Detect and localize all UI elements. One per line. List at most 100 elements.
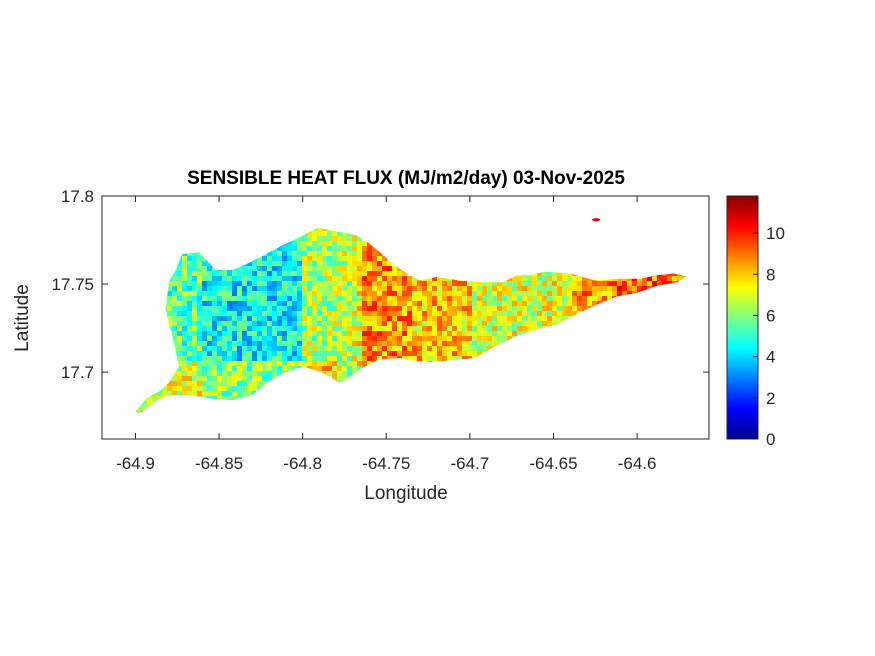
heat-cell: [237, 356, 243, 362]
heat-cell: [297, 256, 303, 262]
heat-cell: [312, 281, 318, 287]
heat-cell: [567, 296, 573, 302]
heat-cell: [512, 311, 518, 317]
heat-cell: [357, 326, 363, 332]
heat-cell: [372, 356, 378, 362]
heat-cell: [212, 396, 218, 402]
heat-cell: [272, 331, 278, 337]
heat-cell: [197, 351, 203, 357]
heat-cell: [402, 281, 408, 287]
heat-cell: [442, 351, 448, 357]
heat-cell: [252, 351, 258, 357]
heat-cell: [497, 341, 503, 347]
heat-cell: [252, 261, 258, 267]
heat-cell: [512, 326, 518, 332]
heat-cell: [312, 227, 318, 232]
heat-cell: [297, 251, 303, 257]
heat-cell: [362, 241, 368, 247]
heat-cell: [232, 386, 238, 392]
heat-cell: [392, 341, 398, 347]
heat-cell: [362, 336, 368, 342]
heat-cell: [302, 251, 308, 257]
heat-cell: [297, 261, 303, 267]
heat-cell: [167, 311, 173, 317]
heat-cell: [417, 311, 423, 317]
heat-cell: [402, 346, 408, 352]
heat-cell: [367, 271, 373, 277]
heat-cell: [292, 306, 298, 312]
heat-cell: [352, 286, 358, 292]
heat-cell: [527, 296, 533, 302]
heat-cell: [282, 266, 288, 272]
heat-cell: [517, 316, 523, 322]
heat-cell: [202, 271, 208, 277]
heat-cell: [442, 316, 448, 322]
heat-cell: [412, 356, 418, 362]
heat-cell: [257, 341, 263, 347]
heat-cell: [332, 271, 338, 277]
heat-cell: [352, 266, 358, 272]
heat-cell: [322, 306, 328, 312]
heat-cell: [352, 281, 358, 287]
heat-cell: [367, 301, 373, 307]
heat-cell: [377, 316, 383, 322]
heat-cell: [442, 346, 448, 352]
heat-cell: [352, 251, 358, 257]
heat-cell: [552, 276, 558, 282]
heat-cell: [197, 376, 203, 382]
heat-cell: [177, 346, 183, 352]
heat-cell: [272, 351, 278, 357]
heat-cell: [382, 281, 388, 287]
heat-cell: [377, 346, 383, 352]
heat-cell: [212, 381, 218, 387]
heat-cell: [237, 361, 243, 367]
heat-cell: [187, 356, 193, 362]
heat-cell: [302, 236, 308, 242]
heat-cell: [537, 311, 543, 317]
heat-cell: [522, 316, 528, 322]
heat-cell: [317, 261, 323, 267]
heat-cell: [317, 346, 323, 352]
heat-cell: [277, 311, 283, 317]
heat-cell: [332, 311, 338, 317]
heat-cell: [632, 276, 638, 282]
heat-cell: [307, 281, 313, 287]
heat-cell: [297, 341, 303, 347]
heat-cell: [362, 331, 368, 337]
heat-cell: [382, 271, 388, 277]
heat-cell: [322, 371, 328, 377]
heat-cell: [542, 316, 548, 322]
heat-cell: [257, 336, 263, 342]
heat-cell: [532, 306, 538, 312]
heat-cell: [412, 351, 418, 357]
heat-cell: [507, 281, 513, 287]
heat-cell: [207, 301, 213, 307]
heat-cell: [577, 291, 583, 297]
heat-cell: [252, 361, 258, 367]
heat-cell: [427, 301, 433, 307]
heat-cell: [272, 281, 278, 287]
heat-cell: [432, 326, 438, 332]
heat-cell: [177, 266, 183, 272]
heat-cell: [447, 281, 453, 287]
heat-cell: [322, 286, 328, 292]
heat-cell: [252, 336, 258, 342]
heat-cell: [192, 351, 198, 357]
heat-cell: [607, 281, 613, 287]
heat-cell: [427, 286, 433, 292]
heat-cell: [452, 336, 458, 342]
heat-cell: [327, 346, 333, 352]
heat-cell: [212, 361, 218, 367]
heat-cell: [327, 266, 333, 272]
heat-cell: [387, 296, 393, 302]
heat-cell: [537, 271, 543, 277]
heat-cell: [202, 286, 208, 292]
heat-cell: [177, 291, 183, 297]
heat-cell: [252, 311, 258, 317]
heat-cell: [247, 261, 253, 267]
heat-cell: [377, 276, 383, 282]
heat-cell: [392, 346, 398, 352]
heat-cell: [287, 271, 293, 277]
heat-cell: [212, 311, 218, 317]
heat-cell: [367, 246, 373, 252]
